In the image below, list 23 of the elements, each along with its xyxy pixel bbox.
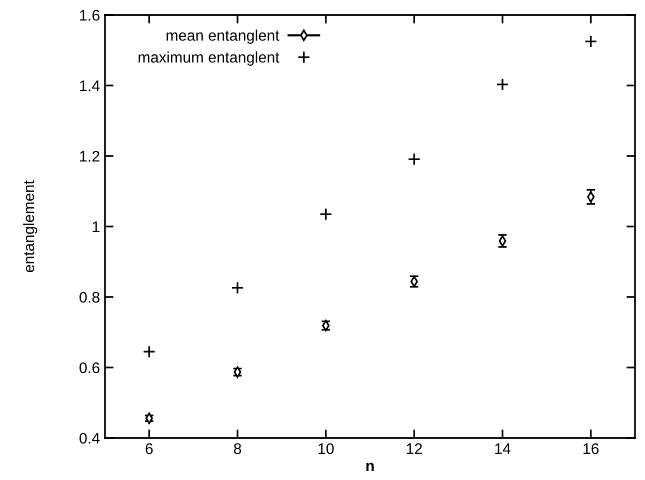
legend-label: maximum entanglent <box>138 51 280 66</box>
y-tick-label: 1.2 <box>80 150 100 162</box>
y-axis-title: entanglement <box>22 180 38 272</box>
x-axis-title: n <box>366 462 374 471</box>
y-tick-label: 0.8 <box>80 292 100 303</box>
point <box>408 152 421 166</box>
point <box>584 35 598 48</box>
x-tick-label: 12 <box>406 443 422 454</box>
x-tick-label: 16 <box>584 443 599 454</box>
point <box>142 345 156 358</box>
y-tick-label: 1.4 <box>80 80 100 92</box>
y-tick-label: 0.4 <box>80 432 100 444</box>
point <box>496 78 509 91</box>
point <box>231 281 244 294</box>
point <box>319 208 332 221</box>
y-tick-label: 0.6 <box>80 362 100 374</box>
x-tick-label: 10 <box>318 443 334 454</box>
y-tick-label: 1.6 <box>80 10 100 21</box>
x-tick-label: 8 <box>234 443 242 454</box>
legend-label: mean entanglent <box>166 30 280 44</box>
x-tick-label: 14 <box>495 443 511 454</box>
x-tick-label: 6 <box>146 443 153 454</box>
y-tick-label: 1 <box>92 222 100 232</box>
